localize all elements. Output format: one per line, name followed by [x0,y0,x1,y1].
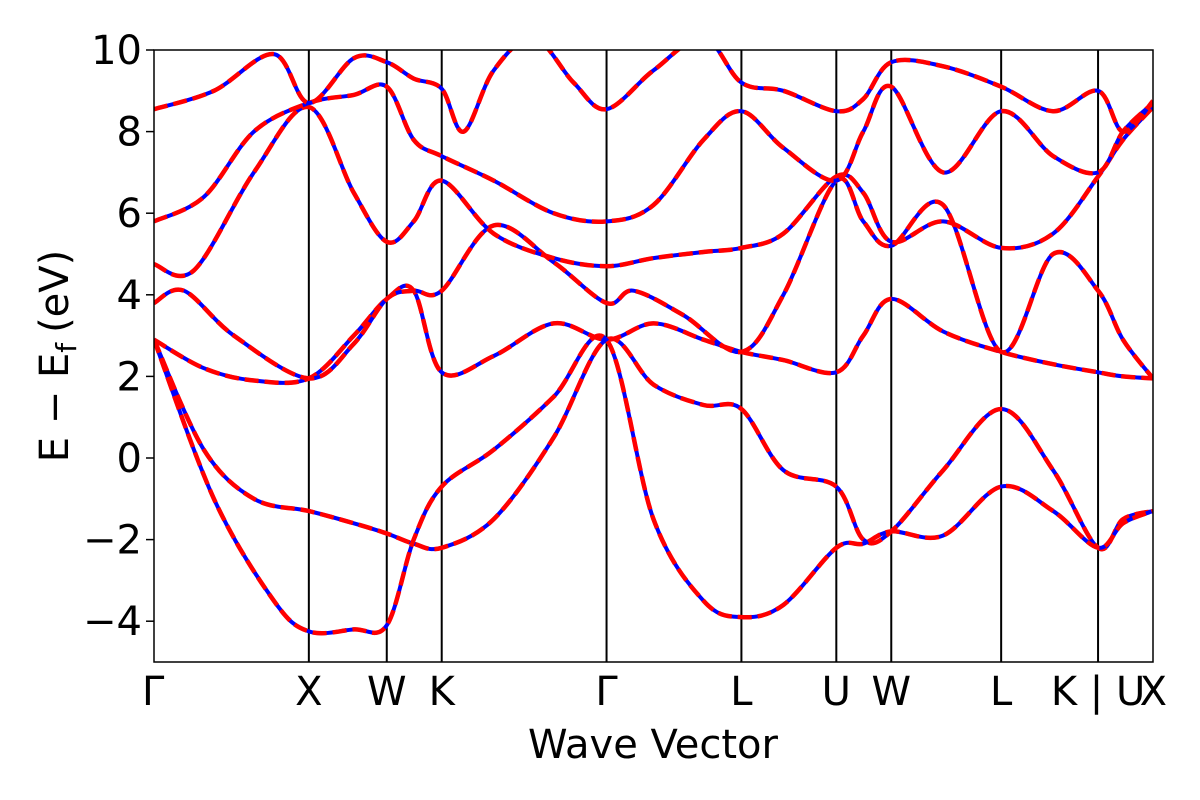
band-line-red [154,176,1153,381]
band-line-blue [154,50,1153,134]
y-axis-title-unit: (eV) [32,250,78,333]
x-tick-label: X [1140,669,1167,715]
band-line-red [154,82,1153,224]
y-tick-label: 10 [91,28,142,74]
band-line-red [154,336,1153,552]
y-tick-label: −2 [83,518,142,564]
x-axis-title: Wave Vector [528,722,779,768]
high-symmetry-lines [307,50,1100,662]
x-tick-label: U [822,669,851,715]
x-tick-label: L [730,669,753,715]
band-line-red [154,333,1153,636]
y-tick-label: −4 [83,599,142,645]
y-axis-title: E − Ef (eV) [32,250,83,463]
x-tick-label: K [429,669,457,715]
x-tick-label: W [871,669,911,715]
y-tick-label: 2 [117,354,142,400]
y-axis-ticks: −4 −2 0 2 4 6 8 10 [83,28,154,645]
band-line-blue [154,82,1153,224]
x-tick-label: W [367,669,407,715]
x-tick-label: Γ [142,669,165,715]
band-line-red [154,50,1153,134]
x-tick-label: K | U [1051,669,1145,715]
band-line-red [154,283,1153,386]
x-tick-label: Γ [595,669,618,715]
plot-frame [153,49,1154,663]
band-line-blue [154,105,1153,278]
y-tick-label: 4 [117,273,142,319]
band-line-blue [154,176,1153,381]
x-tick-label: X [295,669,322,715]
y-axis-title-main: E − E [32,353,78,463]
y-tick-label: 0 [117,436,142,482]
y-tick-label: 6 [117,191,142,237]
band-line-red [154,104,1153,279]
bands [154,50,1153,636]
y-tick-label: 8 [117,110,142,156]
x-tick-label: L [990,669,1013,715]
y-axis-title-subscript: f [50,342,83,353]
